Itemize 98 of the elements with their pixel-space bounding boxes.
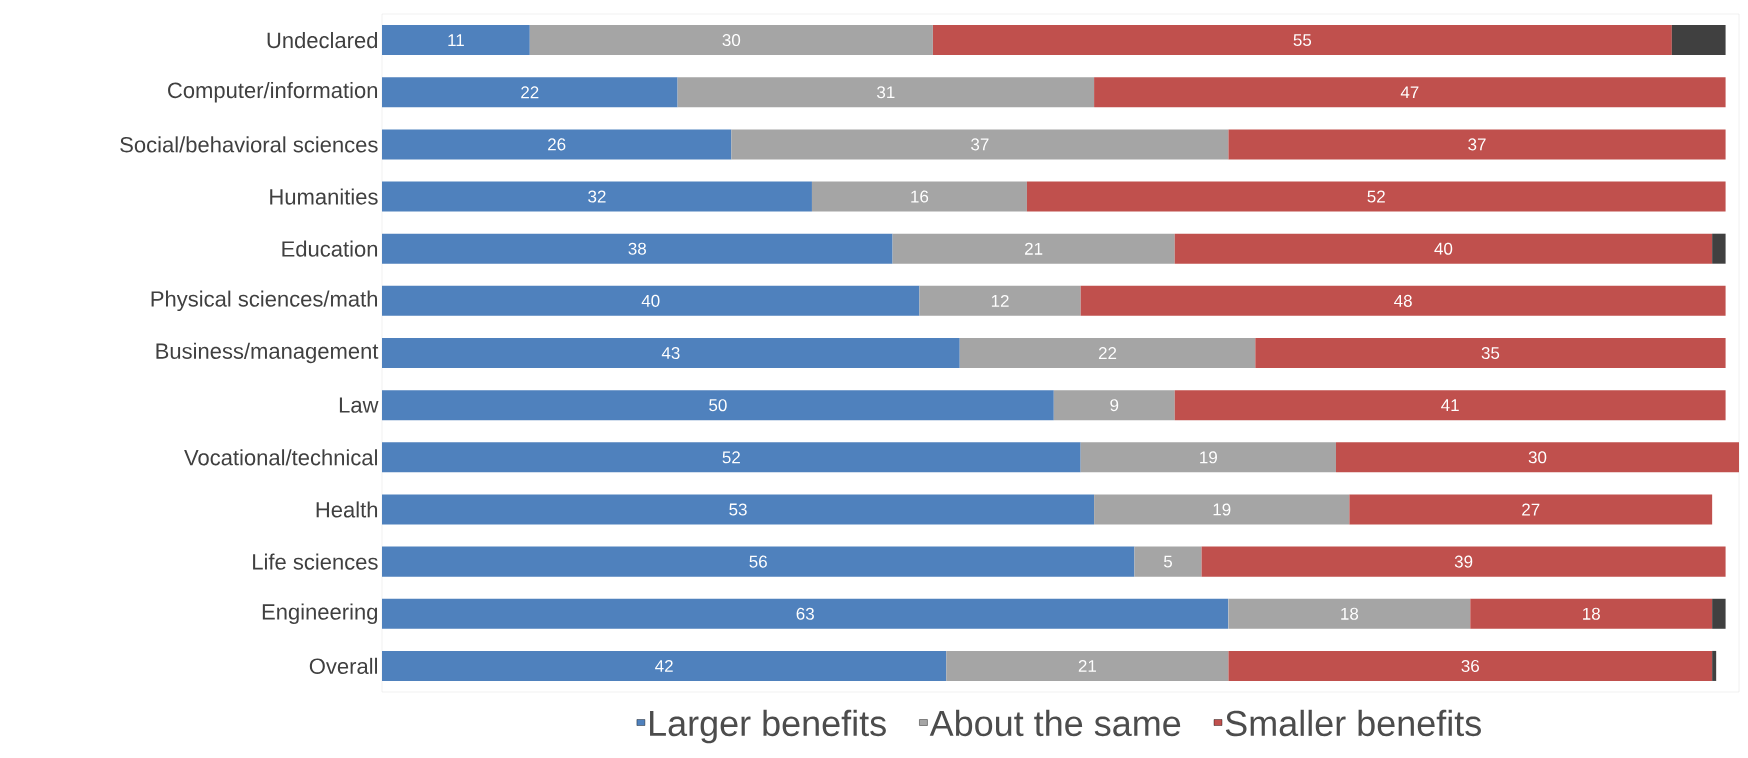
data-label: 9 [1110,399,1119,412]
data-label: 19 [1213,503,1231,516]
data-label: 52 [722,451,740,464]
bar [731,129,1229,160]
bar [1094,494,1350,525]
bar [677,77,1095,108]
data-label: 5 [1163,555,1173,568]
data-label: 40 [641,294,660,307]
data-label: 42 [655,659,673,672]
bar [959,338,1256,369]
y-tick-label: Undeclared [267,31,378,49]
bar [1201,546,1726,577]
bar [946,650,1229,681]
bar [1174,390,1726,421]
data-label: 55 [1293,34,1312,47]
bar [1470,598,1713,629]
data-label: 53 [729,503,747,516]
data-label: 38 [628,242,646,255]
bar [1712,233,1726,264]
bar [1174,233,1713,264]
y-tick-label: Humanities [270,188,378,205]
data-label: 47 [1400,86,1419,99]
data-label: 37 [971,138,989,151]
bar [1335,442,1740,473]
data-label: 36 [1461,659,1480,672]
y-tick-label: Life sciences [253,553,378,570]
bar [1094,77,1726,108]
y-tick-label: Engineering [262,603,378,625]
data-label: 48 [1394,294,1412,307]
data-label: 12 [991,294,1009,307]
bar [1228,598,1471,629]
data-label: 56 [749,555,767,568]
bar [1255,338,1726,369]
bar [919,285,1081,316]
bar [892,233,1175,264]
bar [382,338,960,369]
bar [382,650,947,681]
y-tick-label: Business/management [156,342,379,364]
data-label: 30 [722,34,741,47]
bar [382,181,812,212]
bar [1080,442,1336,473]
y-tick-label: Health [316,501,378,518]
data-label: 22 [1098,347,1117,359]
bar [382,442,1081,473]
bar [382,129,732,160]
data-label: 35 [1481,346,1500,360]
data-label: 22 [521,86,539,99]
y-tick-label: Vocational/technical [184,449,377,466]
data-label: 52 [1367,190,1385,203]
bar [1080,285,1726,316]
bar [382,25,530,56]
bar [529,25,933,56]
data-label: 39 [1454,555,1473,568]
legend-label: Larger benefits [650,709,886,744]
data-label: 21 [1025,242,1043,255]
bar [1228,650,1713,681]
data-label: 11 [448,34,464,46]
bar [1349,494,1713,525]
bar [382,546,1135,577]
bar [1712,650,1717,681]
legend-label: Smaller benefits [1225,709,1481,737]
bar [1134,546,1202,577]
bar [382,390,1054,421]
bar [382,494,1095,525]
data-label: 27 [1522,503,1540,516]
y-tick-label: Computer/information [168,81,378,103]
data-label: 32 [588,190,606,203]
data-label: 18 [1583,607,1600,620]
y-tick-label: Education [282,240,378,257]
bar [382,77,678,108]
bar [1026,181,1726,212]
data-label: 50 [709,399,727,412]
bar [382,285,920,316]
bar [1671,25,1726,56]
legend-label: About the same [929,709,1181,737]
y-tick-label: Social/behavioral sciences [120,136,378,153]
data-label: 37 [1468,138,1486,151]
data-label: 30 [1528,451,1547,464]
bar [382,598,1229,629]
bar [932,25,1672,56]
y-tick-label: Physical sciences/math [151,290,377,312]
data-label: 43 [661,346,680,360]
data-label: 16 [911,190,929,203]
bar [811,181,1027,212]
data-label: 40 [1434,242,1453,255]
y-tick-label: Law [339,397,379,413]
data-label: 41 [1441,399,1459,412]
data-label: 19 [1200,451,1217,464]
y-tick-label: Overall [309,657,377,675]
data-label: 31 [877,86,895,99]
data-label: 18 [1341,607,1359,620]
bar [382,233,893,264]
data-label: 63 [796,607,814,620]
data-label: 26 [548,138,566,151]
bar [1228,129,1726,160]
data-label: 21 [1078,659,1097,672]
bar [1053,390,1175,421]
bar [1712,598,1726,629]
